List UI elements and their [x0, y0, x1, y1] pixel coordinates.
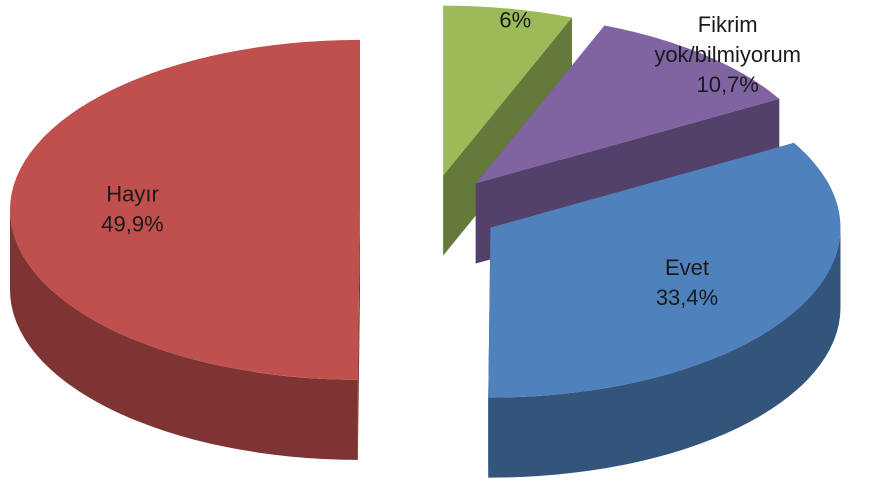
slice-label: Evet [665, 255, 709, 280]
slice-side [443, 17, 572, 256]
slice-side [357, 209, 361, 460]
slice-value: 10,7% [696, 72, 758, 97]
slice-top [475, 25, 780, 184]
slice-side [10, 209, 358, 460]
slice [443, 5, 572, 256]
slice-label-line: Fikrim [698, 12, 758, 37]
slice-value: 33,4% [656, 285, 718, 310]
slice-value: 49,9% [101, 211, 163, 236]
slice-shade [357, 209, 361, 460]
slice-top [443, 5, 572, 176]
slice-label: Fikrim yok/bilmiyorum [654, 12, 801, 67]
slice-top [488, 142, 841, 398]
slice-label-line: yok/bilmiyorum [654, 42, 801, 67]
slice-shade [443, 17, 572, 256]
slice [9, 39, 361, 460]
slice [488, 142, 841, 478]
slice-value: 6% [499, 8, 531, 33]
slice-top [9, 39, 361, 380]
slice-side [488, 227, 841, 478]
slice-shade [488, 227, 841, 478]
slice-shade [10, 209, 358, 460]
slice-label: Kararsızım [462, 0, 568, 3]
slice-label: Hayır [106, 181, 159, 206]
